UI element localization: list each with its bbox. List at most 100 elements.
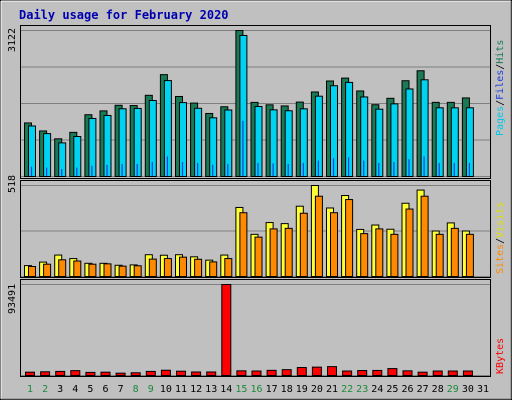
kbytes-bar <box>296 367 307 377</box>
sites-bar <box>314 195 323 277</box>
sites-bar <box>254 236 263 278</box>
sites-bar <box>118 265 127 277</box>
kbytes-bar <box>70 370 81 376</box>
kbytes-bar <box>206 371 217 376</box>
files-bar <box>465 107 474 177</box>
visits-legend: Sites/Visits <box>495 202 506 274</box>
files-bar <box>269 109 278 177</box>
legend-pages: Pages <box>495 106 506 136</box>
legend-files: Files <box>495 70 506 100</box>
kbytes-bar <box>221 284 232 376</box>
sites-bar <box>420 195 429 277</box>
sites-bar <box>284 227 293 278</box>
sites-bar <box>73 260 82 277</box>
files-bar <box>299 108 308 177</box>
legend-hits: Hits <box>495 40 506 64</box>
sites-bar <box>179 256 187 278</box>
files-bar <box>179 102 187 177</box>
files-bar <box>209 117 218 177</box>
kbytes-bar <box>447 370 458 376</box>
files-bar <box>239 34 248 177</box>
sites-bar <box>450 227 459 278</box>
day-label: 26 <box>401 384 413 395</box>
kbytes-bar <box>130 372 141 376</box>
day-label: 19 <box>296 384 308 395</box>
files-bar <box>405 88 414 177</box>
sites-bar <box>88 263 97 277</box>
sites-bar <box>224 258 233 278</box>
day-label: 15 <box>235 384 247 395</box>
visits-max-label: 518 <box>7 175 18 193</box>
kbytes-bar <box>432 370 443 376</box>
files-bar <box>28 125 36 177</box>
day-label: 10 <box>160 384 172 395</box>
day-label: 22 <box>341 384 353 395</box>
day-label: 20 <box>311 384 323 395</box>
day-label: 21 <box>326 384 338 395</box>
legend-visits: Visits <box>495 202 506 238</box>
kbytes-bar <box>266 369 277 377</box>
files-bar <box>133 107 142 177</box>
files-bar <box>345 81 354 177</box>
kbytes-max-label: 93491 <box>7 284 18 314</box>
sites-bar <box>58 259 67 278</box>
day-label: 11 <box>175 384 187 395</box>
files-bar <box>103 114 112 177</box>
hits-max-label: 3122 <box>7 28 18 52</box>
sites-bar <box>360 233 369 277</box>
sites-bar <box>194 258 203 277</box>
day-label: 31 <box>477 384 489 395</box>
kbytes-panel <box>20 279 491 377</box>
sites-bar <box>375 228 384 277</box>
files-bar <box>420 79 429 177</box>
day-label: 1 <box>27 384 33 395</box>
sites-bar <box>269 228 278 277</box>
day-label: 18 <box>281 384 293 395</box>
kbytes-bar <box>327 366 337 376</box>
sites-bar <box>209 261 218 277</box>
sites-bar <box>435 233 444 278</box>
day-label: 29 <box>447 384 459 395</box>
day-label: 13 <box>205 384 217 395</box>
chart-title: Daily usage for February 2020 <box>19 8 229 22</box>
kbytes-bar <box>402 370 413 376</box>
day-label: 14 <box>220 384 232 395</box>
day-label: 16 <box>250 384 262 395</box>
files-bar <box>360 96 369 177</box>
sites-bar <box>103 263 112 277</box>
kbytes-bar <box>25 371 35 376</box>
sites-bar <box>163 258 172 278</box>
legend-kbytes: KBytes <box>495 338 506 374</box>
kbytes-bar <box>40 371 51 376</box>
day-label: 24 <box>371 384 383 395</box>
legend-sep-3: / <box>495 238 506 244</box>
kbytes-bar <box>236 370 247 376</box>
day-label: 12 <box>190 384 202 395</box>
sites-bar <box>239 212 248 278</box>
files-bar <box>375 108 384 177</box>
day-label: 7 <box>118 384 124 395</box>
day-label: 8 <box>133 384 139 395</box>
kbytes-bar <box>387 368 398 376</box>
files-bar <box>88 117 97 177</box>
legend-sep-1: / <box>495 100 506 106</box>
kbytes-bar <box>281 369 292 376</box>
kbytes-bar <box>251 370 262 376</box>
legend-sites: Sites <box>495 244 506 274</box>
kbytes-bar <box>357 370 368 377</box>
hits-legend: Pages/Files/Hits <box>495 40 506 136</box>
day-label: 17 <box>266 384 278 395</box>
kbytes-bar <box>145 370 156 376</box>
kbytes-bar <box>176 370 186 376</box>
day-label: 4 <box>72 384 78 395</box>
kbytes-bar <box>372 369 383 376</box>
files-bar <box>224 109 233 177</box>
sites-bar <box>330 212 338 278</box>
day-label: 25 <box>386 384 398 395</box>
sites-bar <box>390 233 399 278</box>
day-label: 5 <box>87 384 93 395</box>
files-bar <box>450 107 459 177</box>
files-bar <box>284 110 293 177</box>
sites-bar <box>148 258 157 277</box>
